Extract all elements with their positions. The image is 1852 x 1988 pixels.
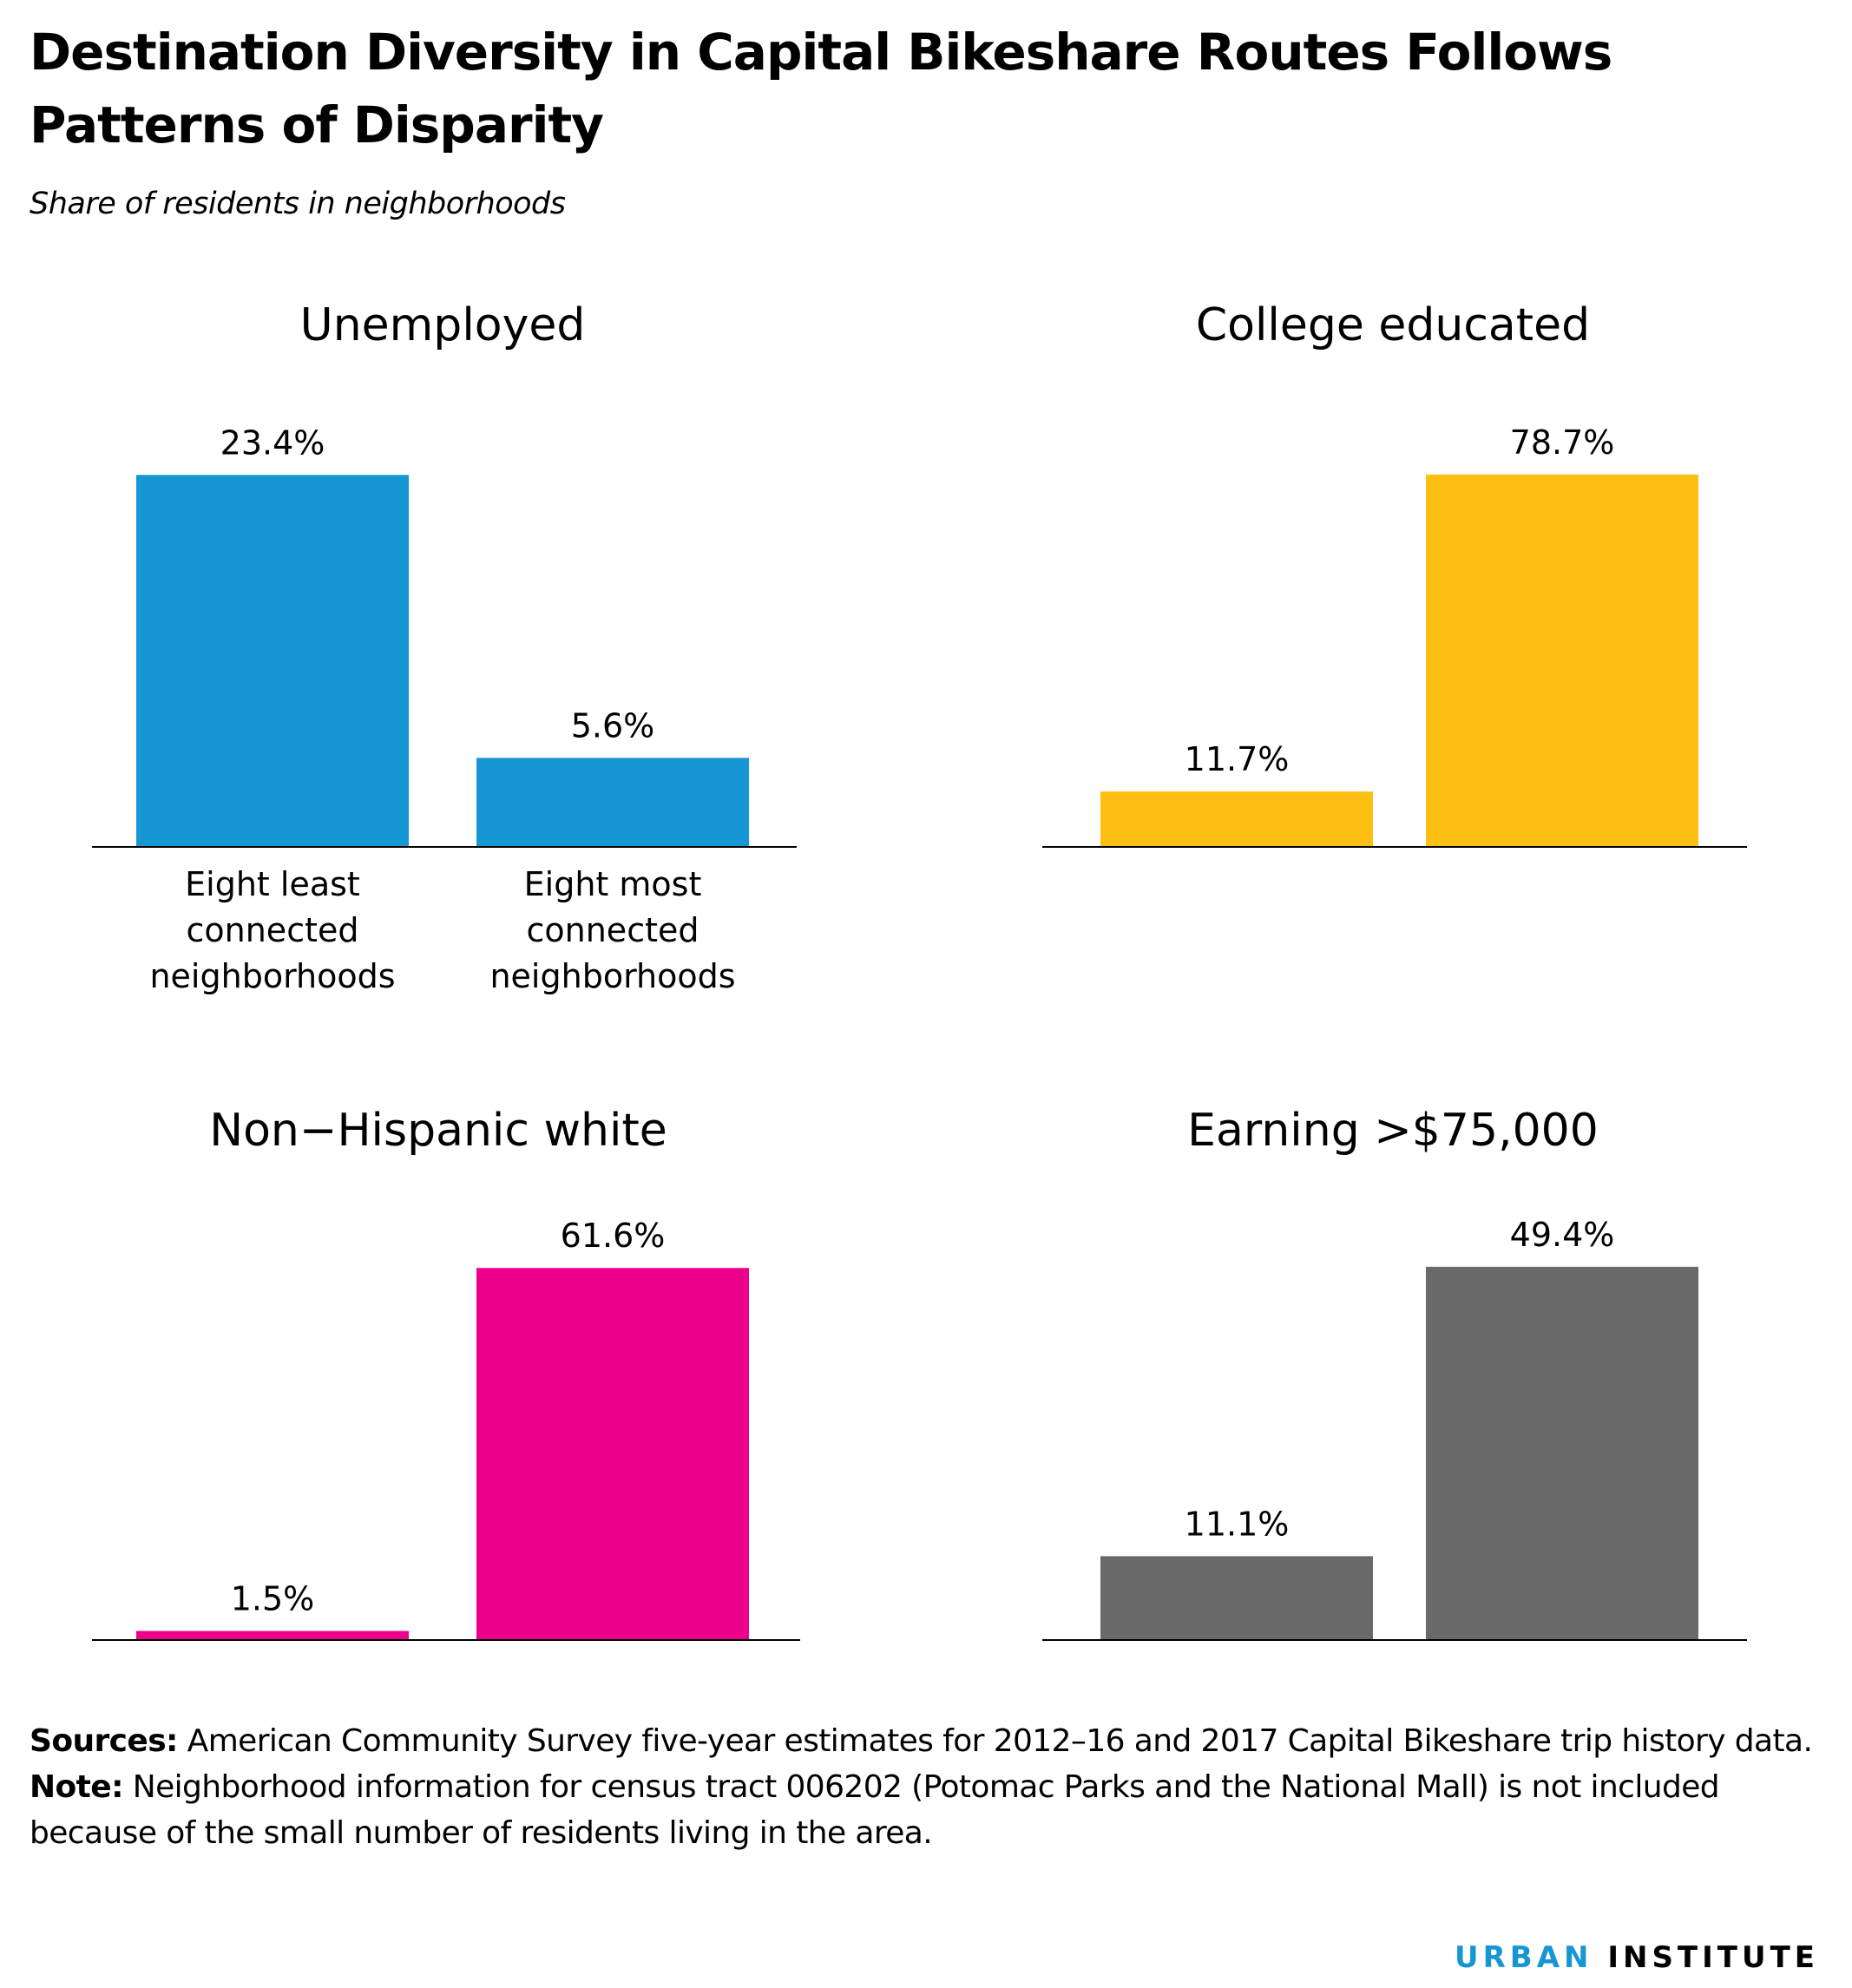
chart-panel-3: Non−Hispanic white 1.5% 61.6%	[92, 1105, 800, 1641]
sources-label: Sources:	[30, 1723, 178, 1759]
bar	[1100, 791, 1373, 847]
x-tick-label-line: Eight least	[185, 865, 360, 903]
x-tick-label-line: neighborhoods	[489, 957, 735, 995]
data-label: 61.6%	[561, 1217, 666, 1255]
data-label: 11.1%	[1185, 1505, 1290, 1543]
bar	[136, 1630, 409, 1640]
x-tick-label-line: Eight most	[524, 865, 702, 903]
chart-title: Destination Diversity in Capital Bikesha…	[30, 23, 1612, 154]
chart-panel-2: College educated 11.7% 78.7%	[1042, 299, 1747, 848]
sources-note: Sources: American Community Survey five-…	[30, 1718, 1826, 1764]
urban-institute-logo: URBAN INSTITUTE	[1455, 1940, 1819, 1975]
x-tick-label-line: connected	[527, 911, 699, 949]
data-label: 49.4%	[1510, 1216, 1615, 1254]
bar	[476, 1268, 749, 1640]
x-tick-label-line: neighborhoods	[149, 957, 395, 995]
bar	[1100, 1556, 1373, 1640]
panel-title: Non−Hispanic white	[209, 1105, 667, 1157]
x-tick-label: Eight most connected neighborhoods	[489, 865, 735, 995]
logo-institute: INSTITUTE	[1593, 1940, 1819, 1975]
chart-subtitle: Share of residents in neighborhoods	[30, 187, 566, 221]
x-tick-label: Eight least connected neighborhoods	[149, 865, 395, 995]
bar	[1426, 474, 1698, 847]
data-label: 1.5%	[231, 1580, 315, 1618]
note: Note: Neighborhood information for censu…	[30, 1764, 1826, 1856]
data-label: 5.6%	[571, 706, 655, 745]
panel-title: College educated	[1196, 299, 1590, 351]
sources-text: American Community Survey five-year esti…	[177, 1723, 1813, 1759]
logo-urban: URBAN	[1455, 1940, 1593, 1975]
bar	[136, 475, 409, 847]
chart-panel-4: Earning >$75,000 11.1% 49.4%	[1042, 1105, 1747, 1641]
note-text: Neighborhood information for census trac…	[30, 1769, 1720, 1851]
data-label: 11.7%	[1185, 740, 1290, 778]
bar	[476, 758, 749, 847]
panel-title: Unemployed	[300, 299, 586, 351]
footnotes: Sources: American Community Survey five-…	[30, 1718, 1826, 1856]
bar	[1426, 1266, 1698, 1640]
data-label: 23.4%	[220, 423, 325, 462]
panel-title: Earning >$75,000	[1187, 1105, 1599, 1157]
data-label: 78.7%	[1510, 423, 1615, 462]
note-label: Note:	[30, 1769, 123, 1805]
x-tick-label-line: connected	[187, 911, 359, 949]
chart-panel-1: Unemployed 23.4% 5.6% Eight least connected n…	[92, 299, 797, 995]
